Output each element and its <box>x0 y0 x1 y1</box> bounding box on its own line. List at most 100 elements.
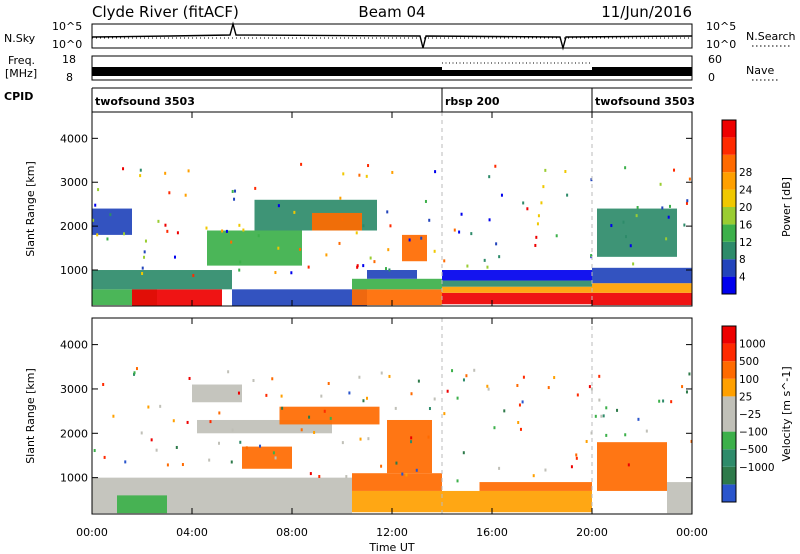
data-speck <box>388 268 391 272</box>
data-speck <box>401 472 404 476</box>
colorbar-swatch <box>722 414 736 432</box>
data-speck <box>106 237 109 241</box>
data-speck <box>456 479 459 483</box>
data-speck <box>498 255 501 259</box>
data-speck <box>230 240 233 244</box>
data-speck <box>553 376 556 380</box>
data-speck <box>359 437 362 441</box>
data-speck <box>488 175 491 179</box>
data-speck <box>166 463 169 467</box>
data-speck <box>227 370 230 374</box>
data-speck <box>341 217 344 221</box>
data-speck <box>308 415 311 419</box>
data-speck <box>575 453 578 457</box>
colorbar-tick-label: −500 <box>739 444 768 456</box>
nsky-tick-bottom: 10^0 <box>52 38 82 51</box>
y-tick-label: 3000 <box>60 383 88 396</box>
data-speck <box>168 191 171 195</box>
data-speck <box>141 266 144 270</box>
freq-band-1 <box>92 67 442 76</box>
data-speck <box>217 441 220 445</box>
data-region <box>592 292 692 306</box>
data-speck <box>277 246 280 250</box>
data-speck <box>143 250 146 254</box>
colorbar-tick-label: 1000 <box>739 339 766 351</box>
x-axis-title: Time UT <box>368 541 414 554</box>
nsky-tick-top: 10^5 <box>52 20 82 33</box>
data-speck <box>636 206 639 210</box>
data-speck <box>92 218 95 222</box>
data-speck <box>384 267 387 271</box>
data-speck <box>358 375 361 379</box>
data-speck <box>627 463 630 467</box>
data-region <box>117 495 167 514</box>
data-speck <box>254 186 257 190</box>
data-speck <box>257 234 260 238</box>
data-speck <box>176 231 179 235</box>
data-speck <box>325 253 328 257</box>
data-speck <box>96 233 99 237</box>
data-speck <box>544 468 547 472</box>
data-speck <box>662 399 665 403</box>
data-speck <box>358 173 361 177</box>
data-speck <box>462 451 465 455</box>
data-speck <box>307 265 310 269</box>
data-region <box>312 212 362 231</box>
cpid-segment-label: rbsp 200 <box>445 95 500 108</box>
data-speck <box>522 201 525 205</box>
data-region <box>442 270 592 281</box>
data-speck <box>503 409 506 413</box>
y-tick-label: 3000 <box>60 176 88 189</box>
data-speck <box>366 396 369 400</box>
data-speck <box>500 193 503 197</box>
data-speck <box>453 228 456 232</box>
data-speck <box>522 375 525 379</box>
nave-tick-bottom: 0 <box>708 71 715 84</box>
data-speck <box>405 473 408 477</box>
data-speck <box>566 193 569 197</box>
data-speck <box>576 393 579 397</box>
data-speck <box>428 407 431 411</box>
data-speck <box>348 391 351 395</box>
data-speck <box>164 223 167 227</box>
y-tick-label: 4000 <box>60 132 88 145</box>
data-speck <box>434 170 437 174</box>
data-speck <box>186 420 189 424</box>
data-speck <box>486 265 489 269</box>
colorbar-swatch <box>722 207 736 225</box>
data-speck <box>624 166 627 170</box>
nsky-label: N.Sky <box>4 32 36 45</box>
data-region <box>402 234 427 262</box>
data-speck <box>493 426 496 430</box>
data-speck <box>516 383 519 387</box>
data-region <box>442 280 592 287</box>
data-speck <box>238 223 241 227</box>
nave-tick-top: 60 <box>708 53 722 66</box>
data-speck <box>184 193 187 197</box>
data-speck <box>410 392 413 396</box>
data-speck <box>373 260 376 264</box>
colorbar-frame <box>721 119 737 295</box>
data-speck <box>147 405 150 409</box>
data-region <box>92 208 132 235</box>
data-speck <box>144 239 147 243</box>
freq-band-3 <box>592 67 692 76</box>
data-speck <box>166 229 169 233</box>
data-speck <box>242 228 245 232</box>
data-speck <box>622 220 625 224</box>
data-region <box>92 270 232 290</box>
data-speck <box>341 441 344 445</box>
colorbar-tick-label: 16 <box>739 219 753 231</box>
data-speck <box>518 403 521 407</box>
data-speck <box>424 199 427 203</box>
data-region <box>667 482 692 514</box>
data-speck <box>488 218 491 222</box>
data-speck <box>237 391 240 395</box>
data-speck <box>281 406 284 410</box>
data-speck <box>624 433 627 437</box>
data-speck <box>143 255 146 259</box>
cpid-segment-label: twofsound 3503 <box>595 95 695 108</box>
data-speck <box>408 238 411 242</box>
colorbar-tick-label: 12 <box>739 237 752 249</box>
colorbar-swatch <box>722 241 736 260</box>
